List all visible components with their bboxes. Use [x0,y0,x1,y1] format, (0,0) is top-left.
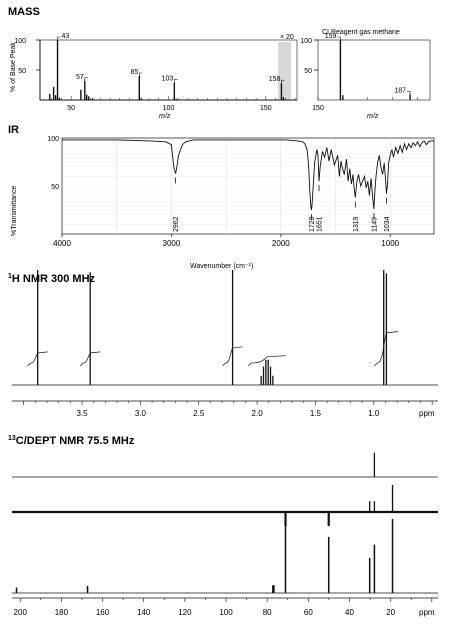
ms2-xlabel: m/z [367,113,379,120]
ms1-peak-label-leader [281,79,285,84]
ir-xtick-label: 2000 [272,239,290,248]
hnmr-xtick-label: 1.0 [368,409,380,418]
hnmr-integral [79,351,101,367]
ms2-title: CI Reagent gas methane [322,29,400,36]
hnmr-integral [222,346,243,367]
zoom-factor-label: × 20 [280,34,294,41]
cnmr-title-text: C/DEPT NMR 75.5 MHz [16,435,135,447]
ms2-xtick-label: 150 [312,105,324,112]
ms2-peak-label-leader [407,91,411,95]
ms1-peak-label-leader [84,77,88,81]
ms1-frame [39,39,298,101]
cnmr-xtick-label: 60 [304,608,313,617]
hnmr-xtick-label: 3.0 [135,409,147,418]
ir-section-title: IR [8,124,19,136]
hnmr-xlabel: ppm [419,409,435,418]
ir-xtick-label: 3000 [163,239,181,248]
ms2-peak-label: 187 [394,88,406,95]
cnmr-section-title: 13C/DEPT NMR 75.5 MHz [8,435,135,447]
mass-section-title: MASS [8,6,40,18]
ms1-peak-label: 57 [76,74,84,81]
ms1-peak-label-leader [57,36,61,40]
cnmr-xtick-label: 20 [386,608,395,617]
ms1-peak-label-leader [138,72,143,76]
ms1-xtick-label: 50 [67,105,75,112]
ms1-peak-label: 158 [269,76,281,83]
ir-band-label: 1319 [353,216,360,232]
ir-ytick-label: 100 [47,136,59,143]
hnmr-section-title: 1H NMR 300 MHz [8,273,96,285]
ms1-xtick-label: 150 [260,105,272,112]
cnmr-xtick-label: 160 [96,608,110,617]
cnmr-xtick-label: 200 [14,608,28,617]
hnmr-xtick-label: 2.5 [193,409,205,418]
ir-ytick-label: 50 [51,184,59,191]
ei-mass-spectrum: × 20 m/z 50 100 50 100 150 43 57 85 103 158 [14,33,298,120]
hnmr-integral [374,331,398,367]
cnmr-xtick-label: 140 [137,608,151,617]
ir-band-label: 1651 [317,216,324,232]
cnmr-xlabel: ppm [419,608,435,617]
ms1-xlabel: m/z [159,113,171,120]
ir-xlabel: Wavenumber (cm⁻¹) [190,263,253,270]
ci-mass-spectrum: CI Reagent gas methane m/z 50 100 150 159 18… [300,29,431,120]
ms1-peak-label: 85 [130,69,138,76]
ms1-peak-label-leader [174,79,178,83]
hnmr-integral [248,355,286,367]
hnmr-xtick-label: 2.0 [252,409,264,418]
ir-ylabel: %Transmittance [11,186,18,236]
ms1-xtick-label: 100 [163,105,175,112]
hnmr-title-superscript: 1 [8,273,12,280]
ir-band-label: 1720 [309,216,316,232]
cnmr-xtick-label: 100 [219,608,233,617]
c-nmr-spectrum: ppm 200 180 160 140 120 100 80 60 40 20 [12,452,438,617]
ir-spectrum: Wavenumber (cm⁻¹) 50 100 4000 3000 2000 1000 2… [47,136,435,270]
cnmr-xtick-label: 80 [263,608,272,617]
ms2-frame [317,39,431,101]
ms2-peak-label-leader [337,36,341,40]
ir-band-label: 2962 [173,216,180,232]
ms1-peak-label: 103 [162,76,174,83]
ms1-peak-label: 43 [62,33,70,40]
ms1-ytick-label: 50 [18,68,26,75]
mass-ylabel: % of Base Peak [10,42,17,92]
ms2-ytick-label: 50 [304,68,312,75]
hnmr-xtick-label: 3.5 [76,409,88,418]
hnmr-title-text: H NMR 300 MHz [12,273,96,285]
ir-band-label: 1034 [384,216,391,232]
ms2-ytick-label: 100 [300,38,312,45]
ms1-ytick-label: 100 [14,38,26,45]
ir-band-label: 1149 [371,217,378,232]
ir-xtick-label: 4000 [53,239,71,248]
ir-xtick-label: 1000 [381,239,399,248]
cnmr-xtick-label: 40 [345,608,354,617]
cnmr-xtick-label: 180 [55,608,69,617]
hnmr-xtick-label: 1.5 [310,409,322,418]
zoom-region-shade [278,42,291,100]
hnmr-integral [27,351,48,367]
cnmr-xtick-label: 120 [178,608,192,617]
h-nmr-spectrum: ppm 3.5 3.0 2.5 2.0 1.5 1.0 [12,270,438,418]
ms2-peak-label: 159 [325,33,337,40]
cnmr-title-superscript: 13 [8,435,16,442]
ir-trace [62,139,434,211]
